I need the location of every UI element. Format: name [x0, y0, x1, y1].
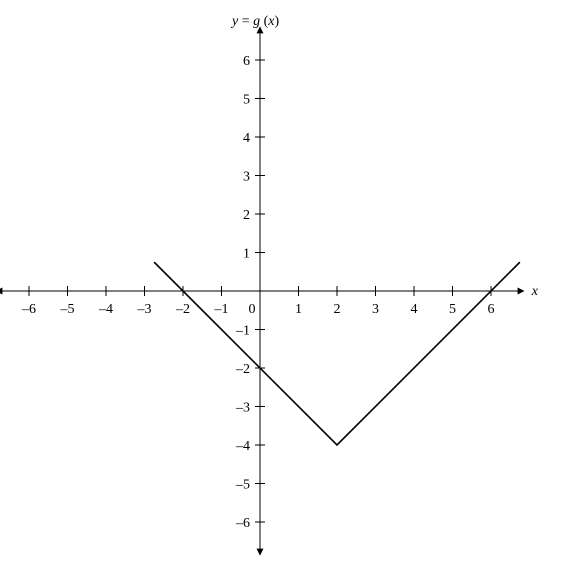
x-tick-label: 4 — [411, 302, 418, 317]
y-tick-label: –5 — [235, 478, 250, 493]
x-axis-label: x — [531, 284, 539, 299]
y-tick-label: 5 — [243, 93, 250, 108]
y-tick-label: –2 — [235, 362, 250, 377]
y-tick-label: 1 — [243, 247, 250, 262]
y-tick-label: 2 — [243, 208, 250, 223]
x-tick-label: –4 — [98, 302, 113, 317]
x-tick-label: –6 — [21, 302, 36, 317]
y-tick-label: 3 — [243, 170, 250, 185]
x-tick-label: 6 — [488, 302, 495, 317]
y-tick-label: –1 — [235, 324, 250, 339]
y-tick-label: –4 — [235, 439, 250, 454]
x-tick-label: 1 — [295, 302, 302, 317]
y-tick-label: –6 — [235, 516, 250, 531]
x-tick-label: –2 — [175, 302, 190, 317]
x-tick-label: 3 — [372, 302, 379, 317]
x-tick-label: –3 — [137, 302, 152, 317]
y-axis-label: y = g (x) — [230, 14, 280, 29]
x-tick-label: –1 — [214, 302, 229, 317]
y-tick-label: –3 — [235, 401, 250, 416]
coordinate-plane-chart: –6 –5 –4 –3 –2 –1 0 1 2 3 4 5 6 –6 –5 –4 –3 –2 –1 1 2 3 4 5 6 x y … — [0, 0, 575, 581]
y-tick-label: 6 — [243, 54, 250, 69]
y-tick-label: 4 — [243, 131, 250, 146]
x-tick-label: –5 — [60, 302, 75, 317]
x-tick-label: 0 — [249, 302, 256, 317]
x-tick-label: 2 — [334, 302, 341, 317]
x-tick-label: 5 — [449, 302, 456, 317]
chart-svg: –6 –5 –4 –3 –2 –1 0 1 2 3 4 5 6 –6 –5 –4 –3 –2 –1 1 2 3 4 5 6 x y … — [0, 0, 575, 581]
